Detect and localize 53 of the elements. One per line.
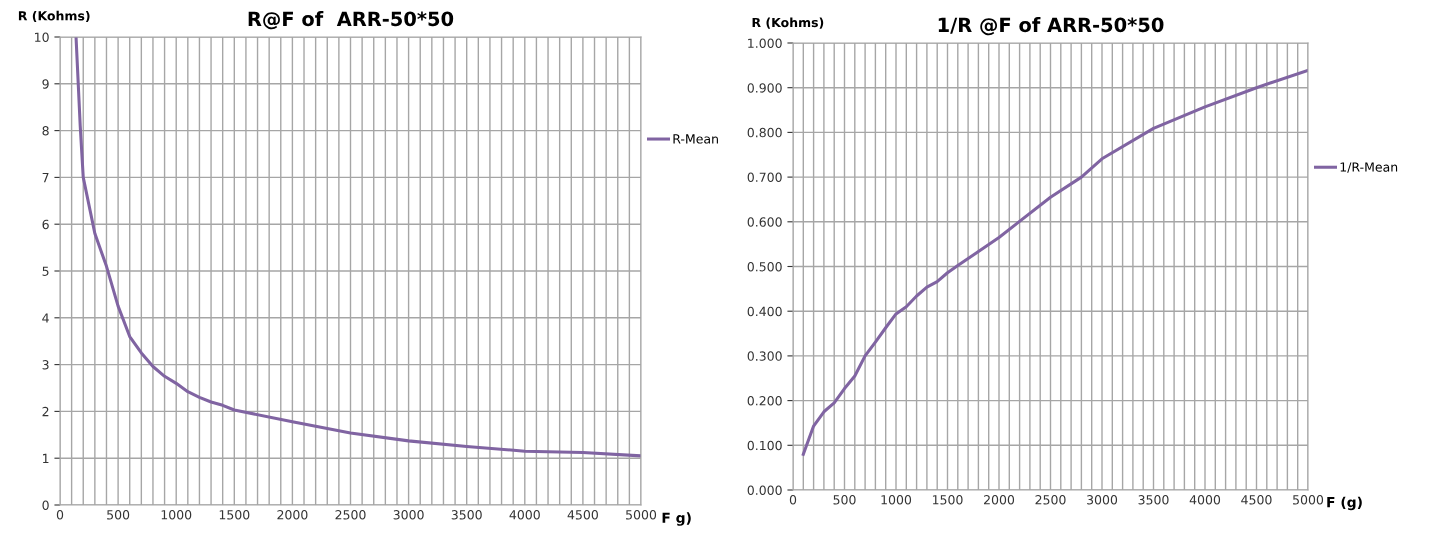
x-tick-label: 1000	[161, 510, 192, 520]
y-axis-title: R (Kohms)	[18, 10, 90, 23]
y-tick-label: 0.800	[747, 127, 782, 138]
x-tick-label: 2000	[277, 510, 308, 520]
y-tick-label: 7	[42, 173, 49, 183]
x-tick-label: 500	[833, 495, 856, 505]
x-tick-label: 1500	[932, 495, 963, 505]
y-tick-label: 0.700	[747, 172, 782, 183]
y-tick-label: 6	[42, 219, 49, 230]
x-tick-label: 0	[789, 495, 797, 505]
y-tick-label: 1.000	[748, 38, 782, 48]
y-tick-label: 0.900	[747, 83, 782, 93]
y-tick-label: 0.200	[747, 396, 782, 406]
x-tick-label: 4500	[567, 510, 598, 520]
chart-title: R@F of ARR-50*50	[248, 11, 454, 30]
y-tick-label: 0.000	[747, 485, 782, 495]
y-tick-label: 10	[35, 32, 49, 42]
x-tick-label: 500	[107, 510, 130, 520]
x-tick-label: 2000	[984, 495, 1015, 505]
x-tick-label: 2500	[1035, 495, 1066, 505]
x-tick-label: 3500	[451, 510, 482, 520]
x-tick-label: 3000	[393, 510, 424, 520]
y-tick-label: 3	[42, 360, 49, 370]
y-tick-label: 0.100	[747, 440, 782, 451]
legend-label: R-Mean	[673, 134, 718, 144]
x-tick-label: 4000	[509, 510, 540, 520]
x-tick-label: 5000	[626, 510, 657, 520]
x-tick-label: 4000	[1189, 495, 1221, 505]
chart-title: 1/R @F of ARR-50*50	[938, 17, 1164, 36]
x-tick-label: 3000	[1087, 495, 1118, 505]
x-tick-label: 1000	[881, 495, 912, 505]
y-tick-label: 0.300	[747, 351, 782, 361]
x-axis-title: F (g)	[1327, 496, 1362, 511]
y-tick-label: 5	[42, 266, 49, 276]
x-tick-label: 0	[56, 510, 64, 520]
legend-label: 1/R-Mean	[1340, 162, 1398, 173]
x-tick-label: 5000	[1293, 495, 1324, 505]
y-tick-label: 0.500	[747, 261, 782, 272]
y-tick-label: 8	[42, 126, 49, 136]
x-tick-label: 2500	[335, 510, 366, 520]
line-series	[801, 68, 1308, 456]
y-axis-title: R (Kohms)	[752, 17, 824, 29]
line-series	[74, 37, 641, 458]
x-axis-title: F g)	[662, 512, 691, 526]
y-tick-label: 2	[42, 406, 49, 417]
y-tick-label: 9	[42, 79, 49, 89]
y-tick-label: 0.600	[747, 217, 782, 227]
y-tick-label: 1	[43, 453, 49, 463]
y-tick-label: 4	[42, 313, 49, 323]
x-tick-label: 1500	[219, 510, 250, 520]
y-tick-label: 0.400	[747, 306, 782, 317]
x-tick-label: 3500	[1138, 495, 1169, 505]
x-tick-label: 4500	[1241, 495, 1272, 505]
